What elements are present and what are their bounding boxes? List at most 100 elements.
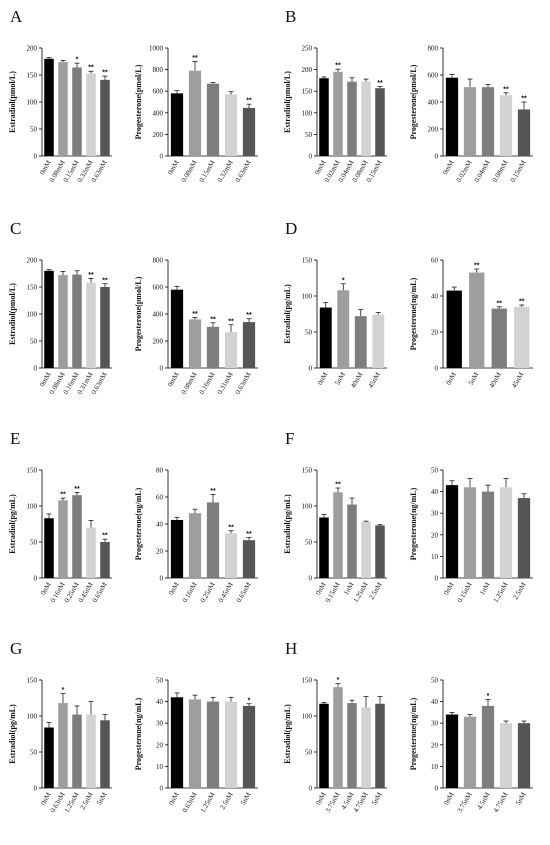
y-tick-label: 40	[156, 698, 164, 706]
bar	[242, 107, 256, 156]
x-tick-label: 0mM	[166, 370, 181, 388]
bar	[242, 322, 256, 368]
y-tick-label: 800	[153, 257, 164, 265]
chart-estradiol: 050100150Estradiol(pg/mL)0nM*3.75nM4.5nM…	[283, 677, 387, 814]
y-tick-label: 20	[431, 531, 439, 539]
y-tick-label: 50	[30, 338, 38, 346]
x-tick-label: 4.5nM	[476, 790, 493, 811]
x-tick-label: 1nM	[478, 580, 492, 596]
bar	[100, 287, 110, 368]
bar	[170, 519, 184, 578]
bar	[491, 308, 507, 368]
significance-label: **	[335, 482, 341, 489]
bar	[445, 485, 459, 578]
y-tick-label: 50	[431, 677, 439, 685]
panel-label: G	[10, 639, 22, 658]
y-axis-label: Estradiol(pmol/L)	[8, 283, 17, 345]
y-tick-label: 50	[305, 539, 313, 547]
significance-label: **	[246, 312, 252, 319]
bar	[517, 723, 531, 788]
x-tick-label: 0.08mM	[180, 370, 199, 395]
bar	[188, 319, 202, 368]
bar	[206, 502, 220, 578]
y-tick-label: 50	[305, 749, 313, 757]
y-tick-label: 20	[156, 548, 164, 556]
y-axis-label: Progesterone(ng/mL)	[409, 277, 418, 350]
x-tick-label: 3.75nM	[456, 790, 474, 814]
y-tick-label: 200	[428, 126, 439, 134]
x-tick-label: 0.32mM	[216, 158, 235, 183]
bar	[44, 518, 54, 578]
panel-label: F	[285, 429, 294, 448]
significance-label: **	[474, 263, 480, 270]
x-tick-label: 0nM	[167, 790, 181, 806]
y-axis-label: Progesterone(pmol/L)	[134, 64, 143, 139]
significance-label: **	[503, 86, 509, 93]
bar	[100, 542, 110, 578]
panel-c: C050100150200Estradiol(pmol/L)0mM0.08mM0…	[8, 219, 258, 396]
x-tick-label: 0.25nM	[199, 580, 217, 604]
x-tick-label: 0.15mM	[509, 158, 528, 183]
chart-estradiol: 050100150200Estradiol(pmol/L)0mM0.08mM*0…	[8, 45, 112, 184]
x-tick-label: 0.08mM	[180, 158, 199, 183]
x-tick-label: 0nM	[316, 370, 330, 386]
x-tick-label: 40nM	[488, 370, 504, 389]
y-tick-label: 30	[431, 510, 439, 518]
y-tick-label: 40	[431, 488, 439, 496]
significance-label: **	[88, 65, 94, 72]
x-tick-label: 4.75nM	[492, 790, 510, 814]
x-tick-label: 2.5nM	[368, 580, 385, 601]
x-tick-label: 0nM	[442, 790, 456, 806]
y-tick-label: 600	[428, 72, 439, 80]
x-tick-label: 45nM	[510, 370, 526, 389]
y-tick-label: 20	[431, 329, 439, 337]
significance-label: **	[102, 277, 108, 284]
x-tick-label: 0nM	[39, 580, 53, 596]
y-axis-label: Estradiol(pg/mL)	[283, 284, 292, 344]
bar	[206, 326, 220, 368]
significance-label: *	[62, 687, 65, 694]
chart-estradiol: 050100150200Estradiol(pmol/L)0mM0.08mM0.…	[8, 257, 112, 396]
y-tick-label: 100	[302, 503, 313, 511]
chart-estradiol: 050100150Estradiol(pg/mL)0nM**0.16nM**0.…	[8, 467, 112, 604]
panel-b: B 0 50 100 150 200 250 Estradiol(pmol/L) 0mM ** 0.…	[283, 7, 533, 184]
x-tick-label: 4.75nM	[352, 790, 370, 814]
bar	[224, 94, 238, 156]
y-tick-label: 50	[30, 126, 38, 134]
y-tick-label: 0	[435, 785, 439, 793]
bar	[333, 71, 343, 156]
x-tick-label: 1.25nM	[492, 580, 510, 604]
y-tick-label: 200	[153, 338, 164, 346]
y-tick-label: 1000	[149, 45, 164, 53]
bar	[319, 703, 329, 788]
x-tick-label: 0nM	[39, 790, 53, 806]
x-tick-label: 2.5nM	[79, 790, 96, 811]
bar	[481, 491, 495, 578]
bar	[347, 81, 357, 156]
x-tick-label: 0nM	[314, 790, 328, 806]
bar	[224, 533, 238, 578]
significance-label: **	[60, 492, 66, 499]
y-tick-label: 0	[309, 153, 313, 161]
y-tick-label: 80	[156, 467, 164, 475]
y-tick-label: 400	[153, 109, 164, 117]
y-tick-label: 20	[431, 741, 439, 749]
bar	[481, 705, 495, 788]
significance-label: *	[337, 677, 340, 684]
y-axis-label: Estradiol(pg/mL)	[283, 494, 292, 554]
y-tick-label: 400	[153, 311, 164, 319]
y-tick-label: 150	[27, 284, 38, 292]
y-tick-label: 50	[431, 467, 439, 475]
y-tick-label: 200	[27, 45, 38, 53]
y-axis-label: Progesterone(pmol/L)	[409, 64, 418, 139]
chart-progesterone: 0 20 40 60 80 Progesterone(ng/mL) 0nM 0.16nM ** 0…	[134, 467, 258, 604]
significance-label: *	[248, 697, 251, 704]
y-tick-label: 50	[30, 749, 38, 757]
chart-estradiol: 0 50 100 150 Estradiol(pg/mL) 0nM * 5nM 40nM 45nM	[283, 257, 387, 389]
bar	[86, 73, 96, 156]
y-axis-label: Estradiol(pg/mL)	[283, 704, 292, 764]
y-tick-label: 600	[153, 284, 164, 292]
significance-label: **	[210, 316, 216, 323]
x-tick-label: 0.16mM	[198, 370, 217, 395]
